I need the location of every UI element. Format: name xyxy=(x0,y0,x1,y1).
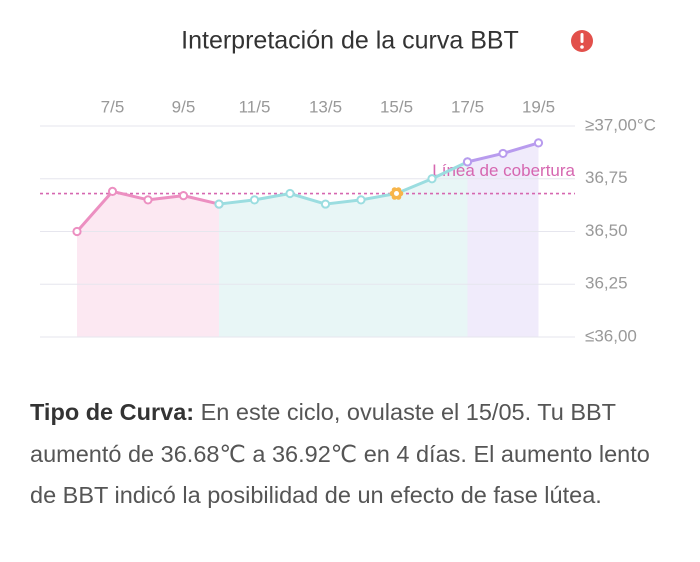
data-point xyxy=(320,199,331,209)
data-point xyxy=(143,195,153,205)
y-tick-label: ≥37,00°C xyxy=(585,115,656,134)
data-point xyxy=(249,195,260,205)
data-point xyxy=(285,188,295,199)
x-tick-label: 19/5 xyxy=(522,97,555,116)
description: Tipo de Curva: En este ciclo, ovulaste e… xyxy=(30,392,670,517)
y-tick-label: 36,75 xyxy=(585,168,628,187)
ovulation-marker xyxy=(389,187,404,200)
data-point xyxy=(462,157,473,167)
data-point xyxy=(107,186,118,197)
x-tick-label: 9/5 xyxy=(172,97,196,116)
chart-title: Interpretación de la curva BBT xyxy=(181,27,519,55)
data-point xyxy=(178,191,189,201)
phase-area xyxy=(467,142,539,337)
data-point xyxy=(214,199,224,209)
data-point xyxy=(533,138,544,148)
data-point xyxy=(427,174,437,184)
x-tick-label: 15/5 xyxy=(380,97,413,116)
description-text: En este ciclo, ovulaste el 15/05. Tu BBT… xyxy=(30,399,650,508)
series-line xyxy=(218,160,469,206)
ovulation-center xyxy=(394,191,399,197)
x-tick-label: 11/5 xyxy=(239,97,271,116)
cover-line-label: Línea de cobertura xyxy=(432,161,575,180)
y-tick-label: 36,25 xyxy=(585,274,628,293)
chart: Interpretación de la curva BBT ≥37,00°C 3… xyxy=(40,27,656,345)
data-point xyxy=(356,195,366,205)
description-label: Tipo de Curva: xyxy=(30,399,195,425)
data-point xyxy=(498,148,508,159)
x-tick-label: 7/5 xyxy=(101,97,125,116)
info-icon[interactable] xyxy=(571,30,593,52)
data-point xyxy=(72,226,82,237)
y-tick-label: 36,50 xyxy=(585,221,628,240)
y-tick-label: ≤36,00 xyxy=(585,326,637,345)
x-tick-label: 17/5 xyxy=(451,97,484,116)
phase-area xyxy=(219,161,468,337)
x-tick-label: 13/5 xyxy=(309,97,342,116)
phase-area xyxy=(77,191,219,337)
